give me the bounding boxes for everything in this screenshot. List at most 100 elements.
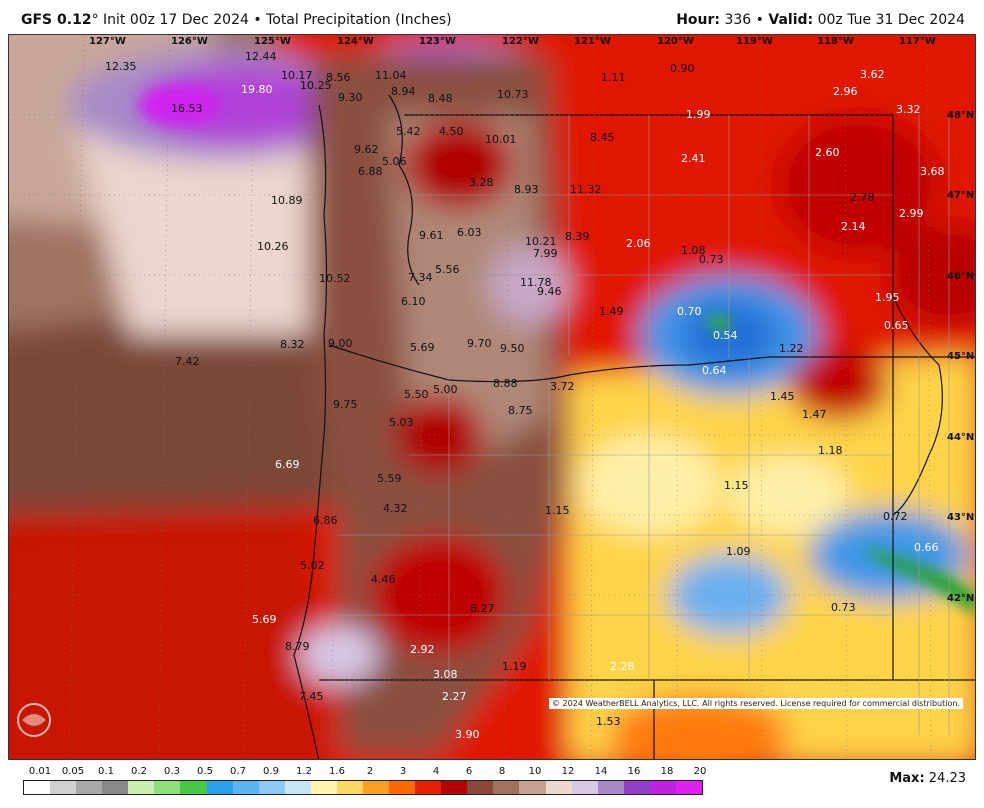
precip-value-label: 10.73	[497, 88, 529, 101]
precip-value-label: 5.42	[396, 125, 421, 138]
precip-value-label: 6.03	[457, 226, 482, 239]
precip-value-label: 6.88	[358, 165, 383, 178]
legend-tick-label: 4	[432, 766, 440, 777]
longitude-labels: 127°W 126°W 125°W 124°W 123°W 122°W 121°W 120°W…	[89, 36, 936, 47]
legend-swatch	[571, 781, 598, 794]
precip-value-label: 6.69	[275, 458, 300, 471]
precip-value-label: 8.88	[493, 377, 518, 390]
legend-tick-label: 18	[660, 766, 674, 777]
separator: •	[253, 12, 262, 28]
precip-value-label: 9.46	[537, 285, 562, 298]
precip-value-label: 7.45	[299, 690, 324, 703]
precip-value-label: 8.45	[590, 131, 615, 144]
legend-swatch	[102, 781, 129, 794]
precip-value-label: 6.27	[470, 602, 495, 615]
precip-value-label: 12.44	[245, 50, 277, 63]
precip-value-label: 11.78	[520, 276, 552, 289]
precip-legend: 0.01 0.05 0.1 0.2 0.3 0.5 0.7 0.9 1.2 1.6 2 3 4 6 8 10 1…	[23, 762, 706, 802]
latitude-label: 43°N	[947, 512, 974, 523]
latitude-label: 42°N	[947, 593, 974, 604]
latitude-label: 45°N	[947, 351, 974, 362]
longitude-label: 121°W	[574, 36, 611, 47]
precip-value-label: 2.99	[899, 207, 924, 220]
precip-value-label: 12.35	[105, 60, 137, 73]
precip-value-label: 1.53	[596, 715, 621, 728]
precip-value-label: 10.26	[257, 240, 289, 253]
legend-swatch	[154, 781, 181, 794]
precip-value-label: 11.04	[375, 69, 407, 82]
legend-swatch	[284, 781, 311, 794]
precip-value-label: 0.54	[713, 329, 738, 342]
precip-value-label: 1.15	[724, 479, 749, 492]
precip-value-label: 10.17	[281, 69, 313, 82]
precip-value-label: 8.32	[280, 338, 305, 351]
legend-swatch	[519, 781, 546, 794]
longitude-label: 123°W	[419, 36, 456, 47]
longitude-label: 126°W	[171, 36, 208, 47]
precip-value-label: 5.59	[377, 472, 402, 485]
precip-value-label: 1.08	[681, 244, 706, 257]
degree-mark: °	[91, 12, 99, 28]
precip-value-label: 0.66	[914, 541, 939, 554]
legend-tick-label: 1.2	[296, 766, 312, 777]
precip-value-label: 2.28	[610, 660, 635, 673]
precip-field	[9, 35, 975, 759]
precip-value-label: 2.60	[815, 146, 840, 159]
logo-icon	[17, 703, 51, 737]
legend-tick-label: 0.05	[61, 766, 85, 777]
precip-map[interactable]: 127°W 126°W 125°W 124°W 123°W 122°W 121°W 120°W…	[8, 34, 976, 760]
longitude-label: 127°W	[89, 36, 126, 47]
precip-value-label: 9.30	[338, 91, 363, 104]
precip-value-label: 3.28	[469, 176, 494, 189]
precip-value-label: 2.27	[442, 690, 467, 703]
legend-tick-label: 10	[528, 766, 542, 777]
precip-value-label: 7.99	[533, 247, 558, 260]
precip-value-label: 10.52	[319, 272, 351, 285]
precip-value-label: 8.79	[285, 640, 310, 653]
legend-swatch	[232, 781, 259, 794]
precip-value-label: 10.01	[485, 133, 517, 146]
header: GFS 0.12° Init 00z 17 Dec 2024 • Total P…	[0, 0, 984, 34]
precip-value-label: 2.41	[681, 152, 706, 165]
precip-value-label: 10.21	[525, 235, 557, 248]
longitude-label: 124°W	[337, 36, 374, 47]
legend-tick-label: 14	[594, 766, 608, 777]
longitude-label: 117°W	[899, 36, 936, 47]
precip-value-label: 3.08	[433, 668, 458, 681]
longitude-label: 119°W	[736, 36, 773, 47]
legend-swatch	[24, 781, 51, 794]
precip-value-label: 1.47	[802, 408, 827, 421]
init-time: Init 00z 17 Dec 2024	[103, 12, 249, 28]
legend-swatch	[336, 781, 364, 794]
legend-colorbar	[23, 780, 703, 795]
valid-value: 00z Tue 31 Dec 2024	[817, 12, 965, 28]
precip-value-label: 8.48	[428, 92, 453, 105]
legend-swatch	[675, 781, 703, 794]
precip-value-label: 5.69	[252, 613, 277, 626]
precip-value-label: 0.70	[677, 305, 702, 318]
copyright-notice: © 2024 WeatherBELL Analytics, LLC. All r…	[549, 698, 963, 709]
precip-value-label: 6.10	[401, 295, 426, 308]
legend-tick-label: 8	[498, 766, 506, 777]
legend-tick-label: 20	[693, 766, 707, 777]
latitude-label: 48°N	[947, 110, 974, 121]
longitude-label: 125°W	[254, 36, 291, 47]
precip-value-label: 5.00	[433, 383, 458, 396]
legend-tick-label: 0.01	[28, 766, 52, 777]
legend-swatch	[597, 781, 624, 794]
precip-value-label: 9.70	[467, 337, 492, 350]
precip-value-label: 4.32	[383, 502, 408, 515]
precip-value-label: 2.78	[850, 191, 875, 204]
legend-tick-label: 1.6	[329, 766, 345, 777]
precip-value-label: 0.65	[884, 319, 909, 332]
precip-value-label: 5.02	[300, 559, 325, 572]
max-value-readout: Max: 24.23	[889, 771, 966, 786]
precip-value-label: 1.45	[770, 390, 795, 403]
precip-value-label: 3.68	[920, 165, 945, 178]
precip-value-label: 8.56	[326, 71, 351, 84]
precip-value-label: 5.50	[404, 388, 429, 401]
precip-value-label: 1.18	[818, 444, 843, 457]
precip-value-label: 2.92	[410, 643, 435, 656]
latitude-label: 47°N	[947, 190, 974, 201]
precip-value-label: 5.56	[435, 263, 460, 276]
